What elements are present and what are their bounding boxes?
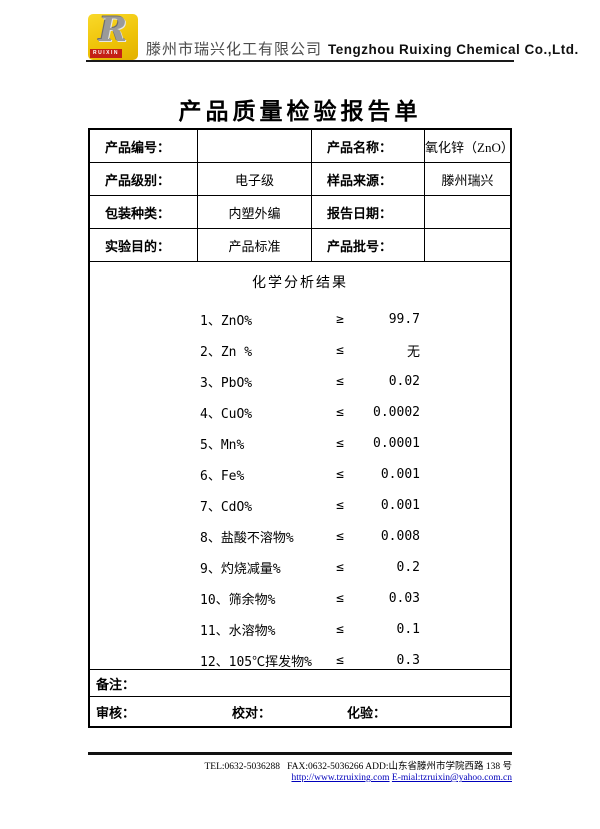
item-value: 0.001: [380, 467, 420, 482]
analysis-item-row: 5、Mn% ≤ 0.0001: [90, 428, 510, 459]
item-operator: ≤: [336, 405, 344, 420]
analysis-item-row: 9、灼烧减量% ≤ 0.2: [90, 552, 510, 583]
item-value: 0.3: [396, 653, 420, 668]
item-operator: ≤: [336, 560, 344, 575]
analysis-item-row: 3、PbO% ≤ 0.02: [90, 366, 510, 397]
website-link[interactable]: http://www.tzruixing.com: [291, 773, 390, 783]
item-operator: ≤: [336, 498, 344, 513]
item-value: 0.1: [396, 622, 420, 637]
item-operator: ≤: [336, 374, 344, 389]
report-table: 产品编号： 产品名称： 氧化锌（ZnO） 产品级别： 电子级 样品来源： 滕州瑞…: [88, 128, 512, 728]
item-name: 12、105℃挥发物%: [200, 655, 312, 670]
item-operator: ≤: [336, 653, 344, 668]
value-batch-number: [425, 229, 510, 262]
item-operator: ≤: [336, 343, 344, 358]
company-name-line: 滕州市瑞兴化工有限公司 Tengzhou Ruixing Chemical Co.…: [146, 38, 579, 59]
item-name: 7、CdO%: [200, 500, 253, 515]
analysis-item-row: 8、盐酸不溶物% ≤ 0.008: [90, 521, 510, 552]
item-value: 0.2: [396, 560, 420, 575]
analysis-item-row: 11、水溶物% ≤ 0.1: [90, 614, 510, 645]
item-value: 无: [406, 345, 420, 360]
item-name: 5、Mn%: [200, 438, 245, 453]
value-sample-source: 滕州瑞兴: [425, 163, 510, 196]
signature-row: 审核： 校对： 化验：: [90, 697, 510, 726]
value-report-date: [425, 196, 510, 229]
item-name: 8、盐酸不溶物%: [200, 531, 294, 546]
company-logo: R RUIXIN: [88, 10, 138, 60]
item-operator: ≤: [336, 436, 344, 451]
item-value: 0.001: [380, 498, 420, 513]
footer-links-line: http://www.tzruixing.com E-mial:tzruixin…: [88, 773, 512, 783]
item-value: 0.0001: [373, 436, 420, 451]
item-operator: ≤: [336, 529, 344, 544]
item-name: 10、筛余物%: [200, 593, 276, 608]
reviewer-label: 审核：: [96, 705, 136, 720]
logo-brand-label: RUIXIN: [90, 49, 122, 58]
footer-contact-line: TEL:0632-5036288 FAX:0632-5036266 ADD:山东…: [204, 762, 512, 772]
value-test-purpose: 产品标准: [198, 229, 312, 262]
analysis-item-row: 12、105℃挥发物% ≤ 0.3: [90, 645, 510, 676]
item-value: 0.02: [388, 374, 420, 389]
item-name: 6、Fe%: [200, 469, 245, 484]
value-product-name: 氧化锌（ZnO）: [425, 130, 510, 163]
analysis-item-row: 4、CuO% ≤ 0.0002: [90, 397, 510, 428]
label-product-grade: 产品级别：: [90, 163, 198, 196]
assayer-label: 化验：: [347, 705, 387, 720]
item-name: 1、ZnO%: [200, 314, 253, 329]
item-name: 2、Zn %: [200, 345, 253, 360]
item-operator: ≥: [336, 312, 344, 327]
label-sample-source: 样品来源：: [312, 163, 425, 196]
analysis-section-title: 化学分析结果: [252, 276, 348, 291]
email-link[interactable]: E-mial:tzruixin@yahoo.com.cn: [391, 773, 512, 783]
analysis-item-row: 10、筛余物% ≤ 0.03: [90, 583, 510, 614]
label-report-date: 报告日期：: [312, 196, 425, 229]
item-operator: ≤: [336, 622, 344, 637]
analysis-section: 化学分析结果 1、ZnO% ≥ 99.7 2、Zn % ≤ 无 3、PbO% ≤…: [90, 262, 510, 670]
item-value: 0.008: [380, 529, 420, 544]
analysis-item-row: 7、CdO% ≤ 0.001: [90, 490, 510, 521]
info-grid: 产品编号： 产品名称： 氧化锌（ZnO） 产品级别： 电子级 样品来源： 滕州瑞…: [90, 130, 510, 262]
label-test-purpose: 实验目的：: [90, 229, 198, 262]
remarks-label: 备注：: [96, 676, 136, 692]
item-name: 9、灼烧减量%: [200, 562, 281, 577]
logo-r-glyph: R: [98, 10, 128, 50]
analysis-item-row: 2、Zn % ≤ 无: [90, 335, 510, 366]
item-value: 0.0002: [373, 405, 420, 420]
value-product-grade: 电子级: [198, 163, 312, 196]
analysis-item-row: 6、Fe% ≤ 0.001: [90, 459, 510, 490]
proofreader-label: 校对：: [232, 705, 272, 720]
analysis-item-row: 1、ZnO% ≥ 99.7: [90, 304, 510, 335]
page-title: 产品质量检验报告单: [178, 98, 422, 124]
item-operator: ≤: [336, 467, 344, 482]
remarks-row: 备注：: [90, 670, 510, 697]
item-value: 0.03: [388, 591, 420, 606]
company-name-cn: 滕州市瑞兴化工有限公司: [146, 42, 323, 58]
item-name: 11、水溶物%: [200, 624, 276, 639]
item-value: 99.7: [388, 312, 420, 327]
value-product-code: [198, 130, 312, 163]
item-name: 4、CuO%: [200, 407, 253, 422]
item-name: 3、PbO%: [200, 376, 253, 391]
label-package-type: 包装种类：: [90, 196, 198, 229]
company-name-en: Tengzhou Ruixing Chemical Co.,Ltd.: [328, 42, 579, 57]
analysis-items: 1、ZnO% ≥ 99.7 2、Zn % ≤ 无 3、PbO% ≤ 0.02 4…: [90, 304, 510, 676]
value-package-type: 内塑外编: [198, 196, 312, 229]
label-product-code: 产品编号：: [90, 130, 198, 163]
footer: TEL:0632-5036288 FAX:0632-5036266 ADD:山东…: [88, 758, 512, 783]
label-batch-number: 产品批号：: [312, 229, 425, 262]
item-operator: ≤: [336, 591, 344, 606]
footer-divider: [88, 752, 512, 755]
label-product-name: 产品名称：: [312, 130, 425, 163]
header-divider: [86, 60, 514, 62]
